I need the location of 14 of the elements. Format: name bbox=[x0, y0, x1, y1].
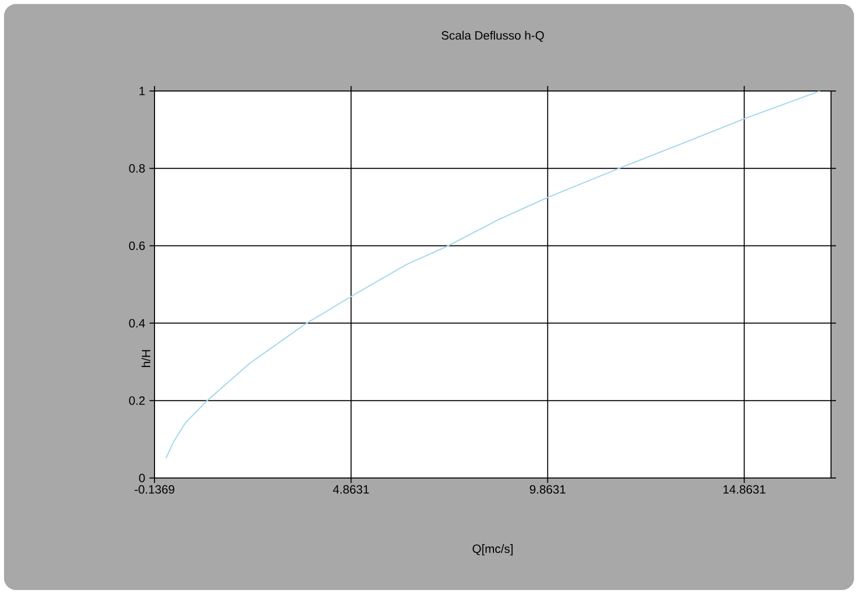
x-tick-label: 4.8631 bbox=[333, 485, 369, 494]
line-series bbox=[165, 90, 821, 459]
y-tick-label: 0.8 bbox=[129, 164, 145, 173]
chart-title: Scala Deflusso h-Q bbox=[442, 30, 544, 42]
x-tick-label: -0.1369 bbox=[134, 485, 174, 494]
y-tick-label: 0 bbox=[139, 474, 145, 482]
y-tick-label: 0.6 bbox=[129, 242, 145, 250]
y-tick-label: 1 bbox=[140, 86, 145, 96]
x-tick-label: 9.8631 bbox=[530, 485, 566, 494]
y-axis-title: h/H bbox=[141, 350, 150, 367]
x-axis-title: Q[mc/s] bbox=[472, 544, 513, 556]
x-tick-label: 14.8631 bbox=[723, 485, 766, 494]
y-tick-label: 0.4 bbox=[129, 318, 145, 328]
y-tick-label: 0.2 bbox=[129, 396, 145, 405]
